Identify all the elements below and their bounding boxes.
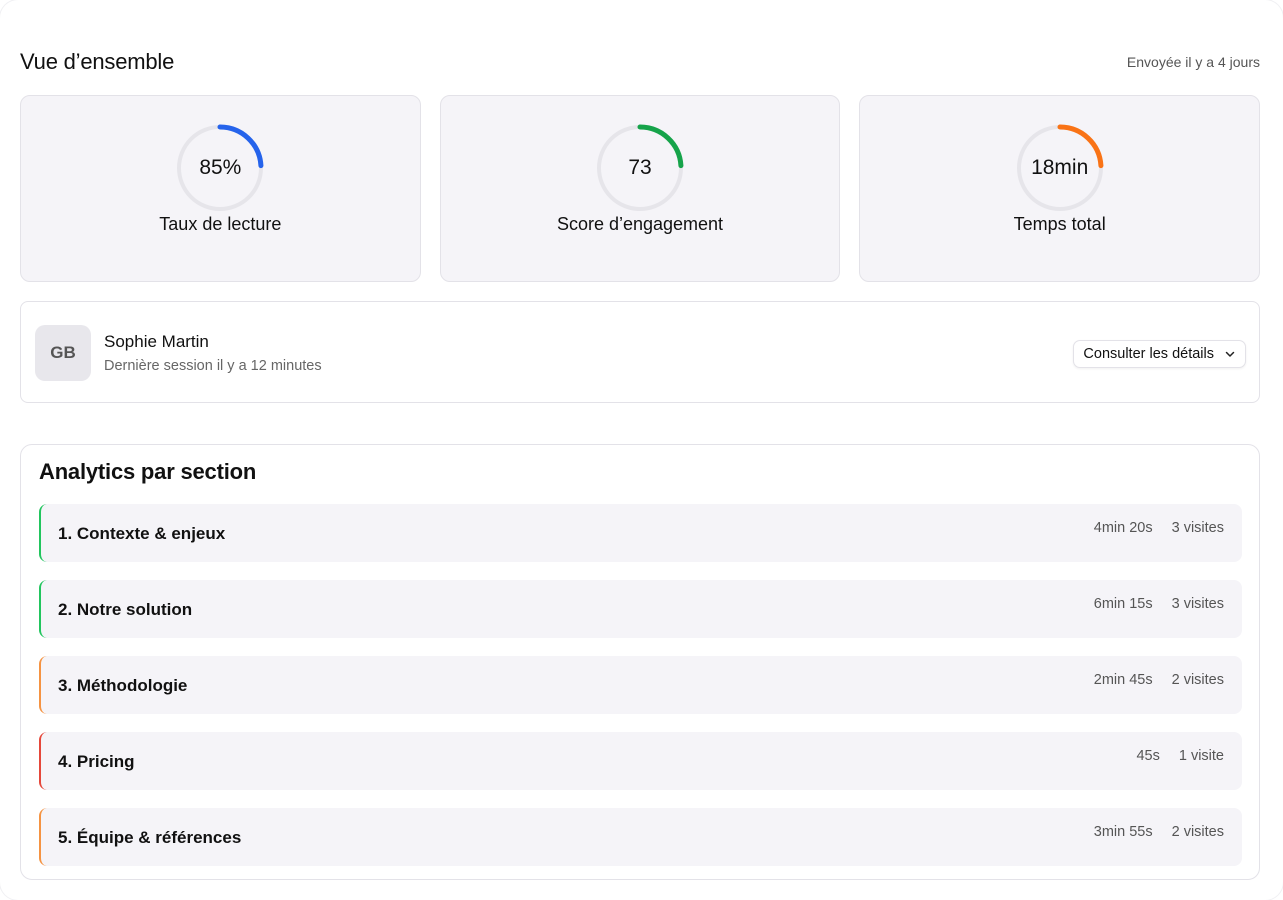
gauge-ring [1016, 124, 1104, 212]
gauge-ring [596, 124, 684, 212]
overview-header: Vue d’ensemble Envoyée il y a 4 jours [20, 44, 1260, 80]
reading-rate-gauge: 85% [174, 122, 266, 214]
section-row[interactable]: 1. Contexte & enjeux 4min 20s 3 visites [39, 504, 1242, 562]
section-visits: 3 visites [1171, 596, 1224, 612]
total-time-value: 18min [1031, 156, 1089, 179]
section-row[interactable]: 2. Notre solution 6min 15s 3 visites [39, 580, 1242, 638]
sent-timestamp: Envoyée il y a 4 jours [1126, 54, 1260, 70]
page-title: Vue d’ensemble [20, 49, 175, 74]
engagement-score-gauge: 73 [594, 122, 686, 214]
section-name: 4. Pricing [58, 752, 135, 771]
section-list: 1. Contexte & enjeux 4min 20s 3 visites … [39, 504, 1242, 884]
section-time: 45s [1136, 748, 1160, 764]
gauge-progress-arc [1016, 124, 1104, 212]
section-visits: 3 visites [1171, 520, 1224, 536]
section-name: 2. Notre solution [58, 600, 193, 619]
engagement-score-label: Score d’engagement [556, 214, 724, 234]
section-name: 5. Équipe & références [58, 828, 242, 847]
section-row[interactable]: 4. Pricing 45s 1 visite [39, 732, 1242, 790]
recipient-name: Sophie Martin [104, 332, 209, 351]
metric-card-reading-rate: 85% Taux de lecture [20, 95, 421, 282]
section-time: 3min 55s [1093, 824, 1153, 840]
section-time: 2min 45s [1093, 672, 1153, 688]
section-name: 1. Contexte & enjeux [58, 524, 226, 543]
recipient-card: GB Sophie Martin Dernière session il y a… [20, 301, 1260, 403]
section-time: 4min 20s [1093, 520, 1153, 536]
gauge-progress-arc [596, 124, 684, 212]
view-details-dropdown[interactable]: Consulter les détails [1073, 340, 1246, 368]
section-visits: 1 visite [1178, 748, 1224, 764]
total-time-label: Temps total [1013, 214, 1106, 234]
section-row[interactable]: 5. Équipe & références 3min 55s 2 visite… [39, 808, 1242, 866]
section-visits: 2 visites [1171, 672, 1224, 688]
engagement-score-value: 73 [628, 156, 652, 179]
section-stats: 6min 15s 3 visites [1094, 596, 1224, 612]
total-time-gauge: 18min [1014, 122, 1106, 214]
reading-rate-label: Taux de lecture [159, 214, 282, 234]
metric-card-total-time: 18min Temps total [859, 95, 1261, 282]
gauge-ring [176, 124, 264, 212]
section-visits: 2 visites [1171, 824, 1224, 840]
section-time: 6min 15s [1093, 596, 1153, 612]
section-analytics-title: Analytics par section [39, 459, 257, 484]
last-session-info: Dernière session il y a 12 minutes [104, 358, 322, 374]
section-stats: 45s 1 visite [1136, 748, 1224, 764]
section-row[interactable]: 3. Méthodologie 2min 45s 2 visites [39, 656, 1242, 714]
gauge-progress-arc [176, 124, 264, 212]
section-analytics-card: Analytics par section 1. Contexte & enje… [20, 444, 1260, 880]
chevron-down-icon [1225, 351, 1235, 357]
reading-rate-value: 85% [199, 156, 242, 179]
view-details-label: Consulter les détails [1083, 346, 1214, 362]
section-name: 3. Méthodologie [58, 676, 188, 695]
section-stats: 3min 55s 2 visites [1094, 824, 1224, 840]
metrics-row: 85% Taux de lecture 73 Score d’engagemen… [20, 95, 1261, 282]
avatar: GB [35, 325, 91, 381]
section-stats: 2min 45s 2 visites [1094, 672, 1224, 688]
metric-card-engagement-score: 73 Score d’engagement [439, 95, 841, 282]
section-stats: 4min 20s 3 visites [1094, 520, 1224, 536]
